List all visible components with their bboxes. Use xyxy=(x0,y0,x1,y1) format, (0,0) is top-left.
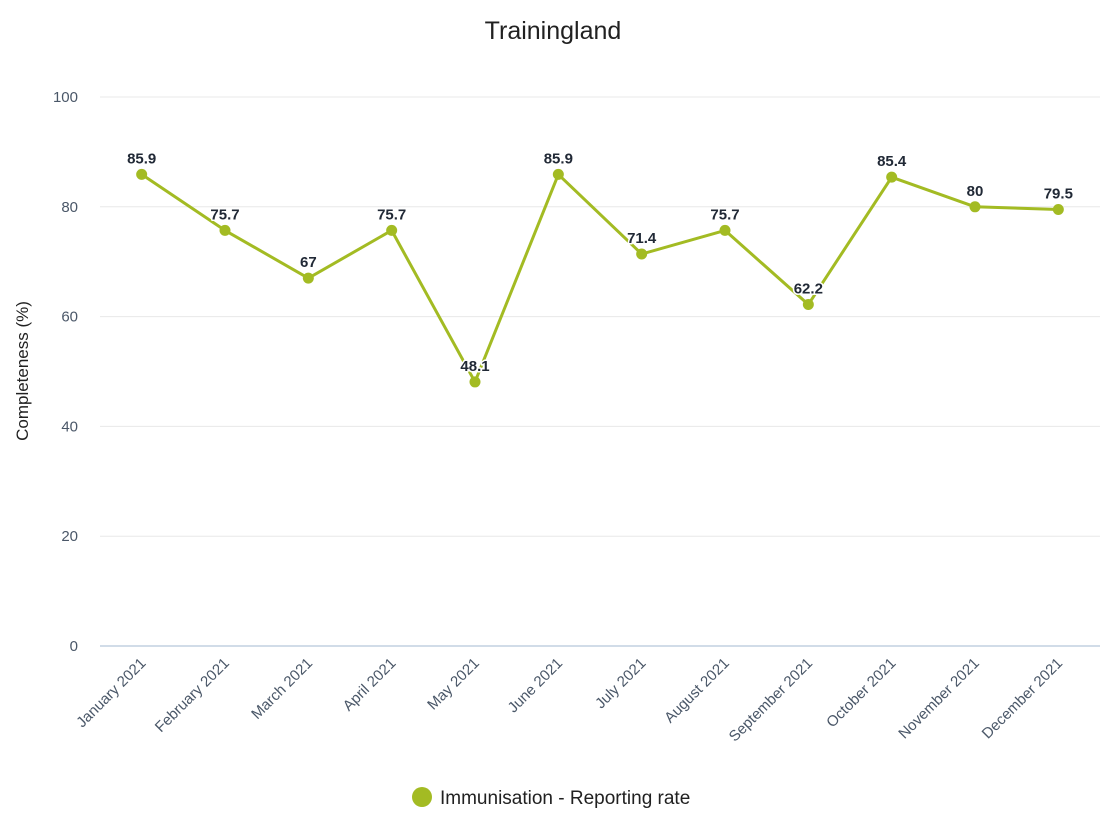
y-tick-label: 60 xyxy=(61,309,78,326)
data-label: 62.2 xyxy=(794,281,823,298)
legend[interactable]: Immunisation - Reporting rate xyxy=(412,787,690,809)
data-point[interactable] xyxy=(969,201,981,213)
data-label: 79.5 xyxy=(1044,186,1073,203)
chart-title: Trainingland xyxy=(485,17,622,45)
data-label: 75.7 xyxy=(210,206,239,223)
x-tick-label: October 2021 xyxy=(823,655,899,731)
y-axis-title: Completeness (%) xyxy=(13,301,32,441)
data-point[interactable] xyxy=(636,248,648,260)
data-label: 67 xyxy=(300,254,317,271)
data-label: 75.7 xyxy=(710,206,739,223)
data-point[interactable] xyxy=(886,171,898,183)
x-tick-label: November 2021 xyxy=(895,655,982,742)
y-axis-ticks: 0 20 40 60 80 100 xyxy=(53,89,78,655)
data-point[interactable] xyxy=(1052,204,1064,216)
x-tick-label: May 2021 xyxy=(424,655,483,714)
x-tick-label: June 2021 xyxy=(505,655,567,717)
x-tick-label: April 2021 xyxy=(340,655,400,715)
x-tick-label: January 2021 xyxy=(73,655,149,731)
data-point[interactable] xyxy=(386,224,398,236)
data-point[interactable] xyxy=(136,168,148,180)
data-point[interactable] xyxy=(719,224,731,236)
data-point[interactable] xyxy=(552,168,564,180)
data-labels: 85.9 75.7 67 75.7 48.1 85.9 71.4 75.7 62.2 85.4 80… xyxy=(126,149,1075,377)
y-tick-label: 80 xyxy=(61,199,78,216)
data-point[interactable] xyxy=(469,376,481,388)
series-group xyxy=(136,168,1064,388)
x-tick-label: July 2021 xyxy=(592,655,649,712)
data-point[interactable] xyxy=(219,224,231,236)
x-tick-label: August 2021 xyxy=(661,655,733,727)
x-tick-label: December 2021 xyxy=(979,655,1066,742)
x-tick-label: March 2021 xyxy=(248,655,316,723)
y-tick-label: 0 xyxy=(70,638,78,655)
data-label: 71.4 xyxy=(627,230,657,247)
legend-marker-icon xyxy=(412,787,432,807)
data-point[interactable] xyxy=(802,299,814,311)
data-label: 85.9 xyxy=(127,150,156,167)
gridlines xyxy=(100,96,1100,537)
data-label: 85.9 xyxy=(544,150,573,167)
y-tick-label: 100 xyxy=(53,89,78,106)
data-label: 48.1 xyxy=(460,358,489,375)
data-label: 75.7 xyxy=(377,206,406,223)
data-point[interactable] xyxy=(302,272,314,284)
y-tick-label: 40 xyxy=(61,418,78,435)
series-line[interactable] xyxy=(140,172,1060,384)
x-tick-label: February 2021 xyxy=(152,655,233,736)
y-tick-label: 20 xyxy=(61,528,78,545)
data-label: 85.4 xyxy=(877,153,907,170)
x-axis-ticks: January 2021 February 2021 March 2021 April… xyxy=(73,655,1066,745)
data-label: 80 xyxy=(967,183,984,200)
x-tick-label: September 2021 xyxy=(726,655,816,745)
legend-label: Immunisation - Reporting rate xyxy=(440,788,690,809)
